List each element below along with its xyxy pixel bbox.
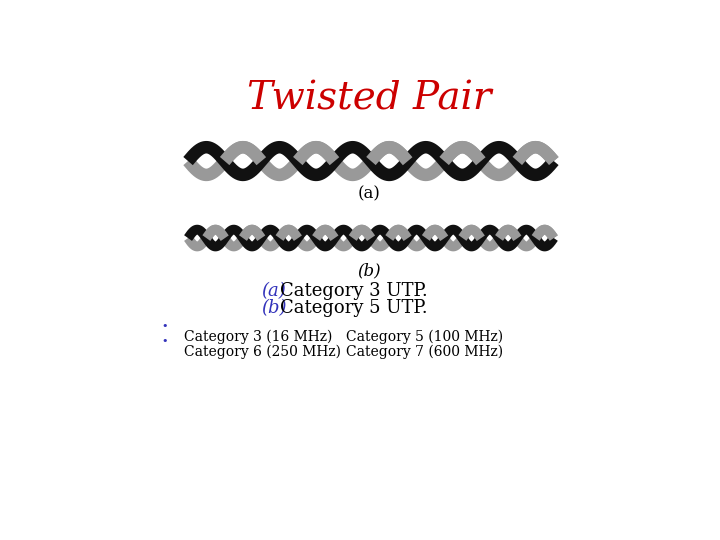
Text: Category 5 (100 MHz): Category 5 (100 MHz) [346, 330, 503, 344]
Text: Category 5 UTP.: Category 5 UTP. [281, 299, 428, 317]
Text: Category 3 (16 MHz): Category 3 (16 MHz) [184, 330, 333, 344]
Text: Twisted Pair: Twisted Pair [247, 80, 491, 117]
Text: (a): (a) [261, 282, 286, 300]
Text: Category 3 UTP.: Category 3 UTP. [281, 282, 428, 300]
Text: (a): (a) [358, 186, 380, 202]
Text: •: • [162, 321, 168, 331]
Text: Category 6 (250 MHz): Category 6 (250 MHz) [184, 345, 341, 360]
Text: Category 7 (600 MHz): Category 7 (600 MHz) [346, 345, 503, 360]
Text: (b): (b) [261, 299, 287, 317]
Text: •: • [162, 336, 168, 346]
Text: (b): (b) [357, 262, 381, 280]
